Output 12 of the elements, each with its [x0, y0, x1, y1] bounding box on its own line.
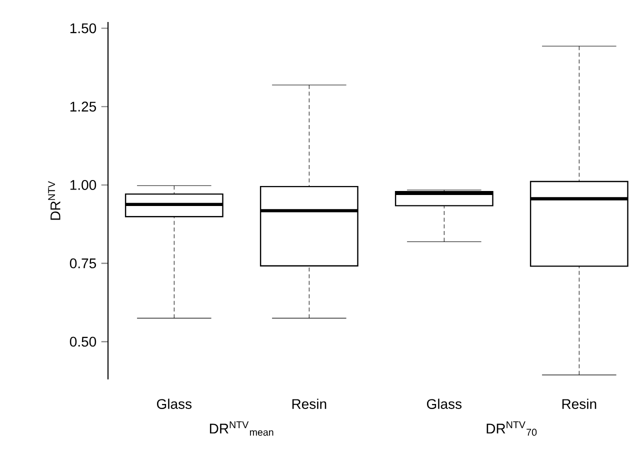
y-tick-label: 0.75 — [70, 258, 96, 268]
y-tick-label: 0.50 — [70, 336, 96, 347]
text: DR$^{NTV}$mean — [210, 421, 274, 436]
y-tick-label: 1.25 — [70, 102, 96, 112]
x-tick-label: Glass — [156, 398, 192, 409]
x-tick-label: Resin — [562, 398, 596, 409]
x-tick-label: Resin — [292, 398, 326, 409]
y-tick-label: 1.50 — [70, 23, 96, 34]
y-tick-label: 1.00 — [70, 180, 96, 190]
y-axis-title: DR$^{NTV}$ — [48, 181, 60, 220]
x-tick-label: Glass — [426, 398, 462, 409]
text: DR$^{NTV}$70 — [486, 421, 537, 436]
